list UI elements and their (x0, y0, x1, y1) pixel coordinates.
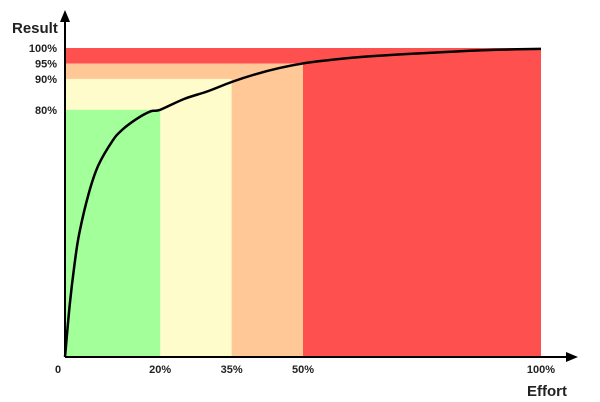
x-axis-label: Effort (527, 383, 567, 400)
y-tick-label: 95% (35, 58, 57, 70)
pareto-curve (63, 47, 542, 358)
y-tick-labels: 80% 90% 95% 100% (29, 43, 57, 117)
x-tick-labels: 0 20% 35% 50% 100% (55, 364, 555, 376)
x-tick-label: 100% (527, 364, 555, 376)
y-tick-label: 80% (35, 105, 57, 117)
x-tick-label: 35% (221, 364, 243, 376)
x-tick-label: 0 (55, 364, 61, 376)
y-tick-label: 100% (29, 43, 57, 55)
region-1 (65, 109, 161, 357)
x-tick-label: 50% (292, 364, 314, 376)
y-tick-label: 90% (35, 74, 57, 86)
y-axis-label: Result (12, 20, 58, 37)
x-tick-label: 20% (149, 364, 171, 376)
y-axis-arrow (60, 10, 70, 22)
regions (65, 48, 541, 358)
x-axis-arrow (566, 352, 578, 362)
